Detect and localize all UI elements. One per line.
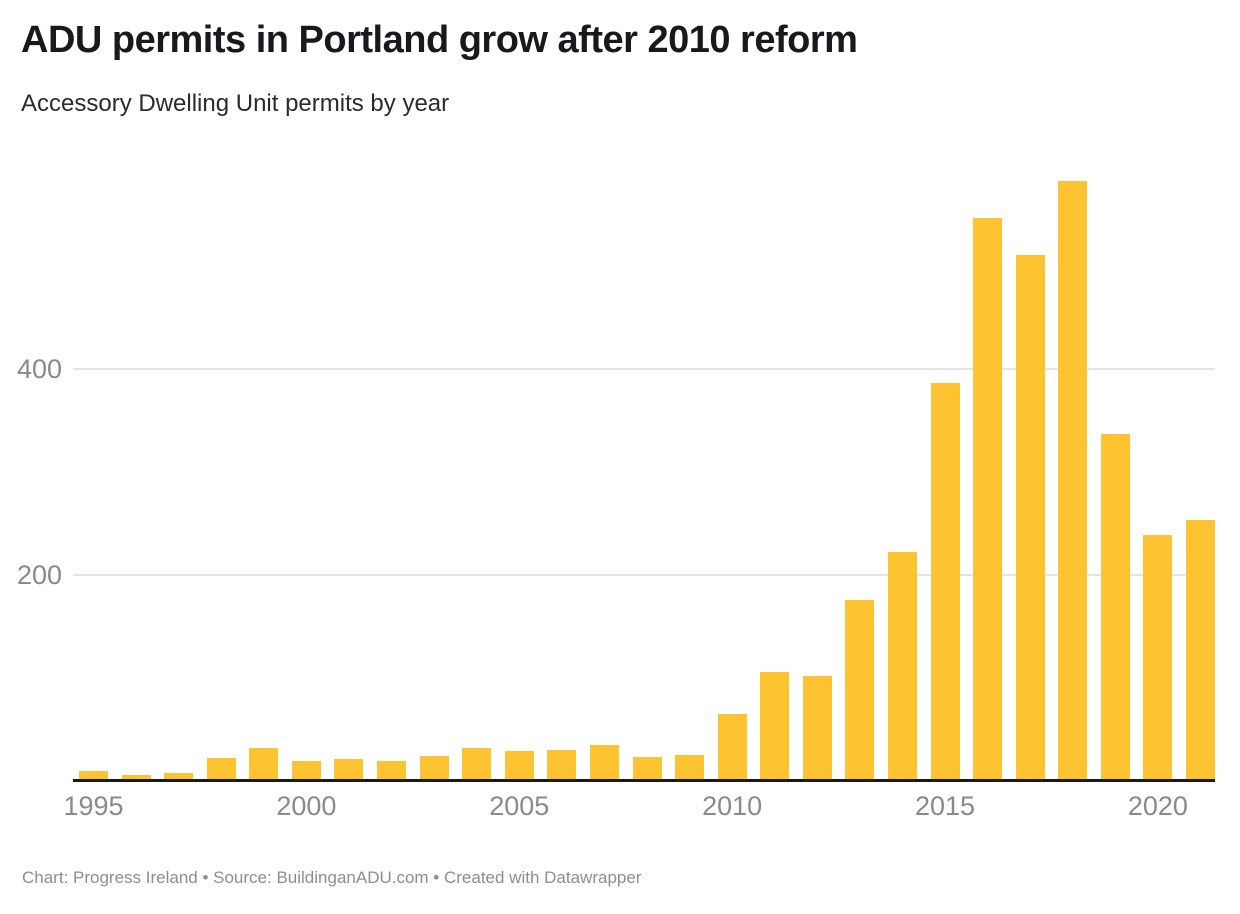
chart-title: ADU permits in Portland grow after 2010 … (21, 19, 858, 61)
bar-2017[interactable] (1016, 255, 1045, 781)
bar-1998[interactable] (207, 758, 236, 781)
bar-1995[interactable] (79, 771, 108, 781)
bar-2007[interactable] (590, 745, 619, 781)
gridline-y-200 (73, 574, 1215, 576)
x-axis-tick-label-2000: 2000 (276, 791, 337, 821)
bar-2002[interactable] (377, 761, 406, 781)
bar-2003[interactable] (420, 756, 449, 781)
bar-2009[interactable] (675, 755, 704, 781)
bar-2018[interactable] (1058, 181, 1087, 781)
gridline-y-400 (73, 368, 1215, 370)
bar-2006[interactable] (547, 750, 576, 781)
bar-2014[interactable] (888, 552, 917, 781)
bar-2020[interactable] (1143, 535, 1172, 781)
bar-1996[interactable] (122, 775, 151, 781)
bar-2001[interactable] (334, 759, 363, 781)
bar-2019[interactable] (1101, 434, 1130, 781)
bar-2011[interactable] (760, 672, 789, 781)
bar-2012[interactable] (803, 676, 832, 781)
y-axis-tick-label-200: 200 (16, 560, 62, 590)
bar-2021[interactable] (1186, 520, 1215, 781)
bar-2010[interactable] (718, 714, 747, 781)
bar-2016[interactable] (973, 218, 1002, 781)
x-axis-tick-label-2005: 2005 (489, 791, 550, 821)
chart-subtitle: Accessory Dwelling Unit permits by year (21, 90, 450, 117)
bar-2015[interactable] (931, 383, 960, 781)
x-axis-tick-label-1995: 1995 (63, 791, 124, 821)
bar-2008[interactable] (633, 757, 662, 781)
bar-1997[interactable] (164, 773, 193, 781)
bar-1999[interactable] (249, 748, 278, 781)
x-axis-baseline (73, 779, 1215, 782)
y-axis-tick-label-400: 400 (16, 354, 62, 384)
bar-2005[interactable] (505, 751, 534, 781)
bar-2004[interactable] (462, 748, 491, 781)
x-axis-tick-label-2010: 2010 (702, 791, 763, 821)
chart-footer: Chart: Progress Ireland • Source: Buildi… (22, 868, 642, 887)
bar-2000[interactable] (292, 761, 321, 781)
bar-2013[interactable] (845, 600, 874, 781)
x-axis-tick-label-2015: 2015 (914, 791, 976, 821)
x-axis-tick-label-2020: 2020 (1127, 791, 1188, 821)
